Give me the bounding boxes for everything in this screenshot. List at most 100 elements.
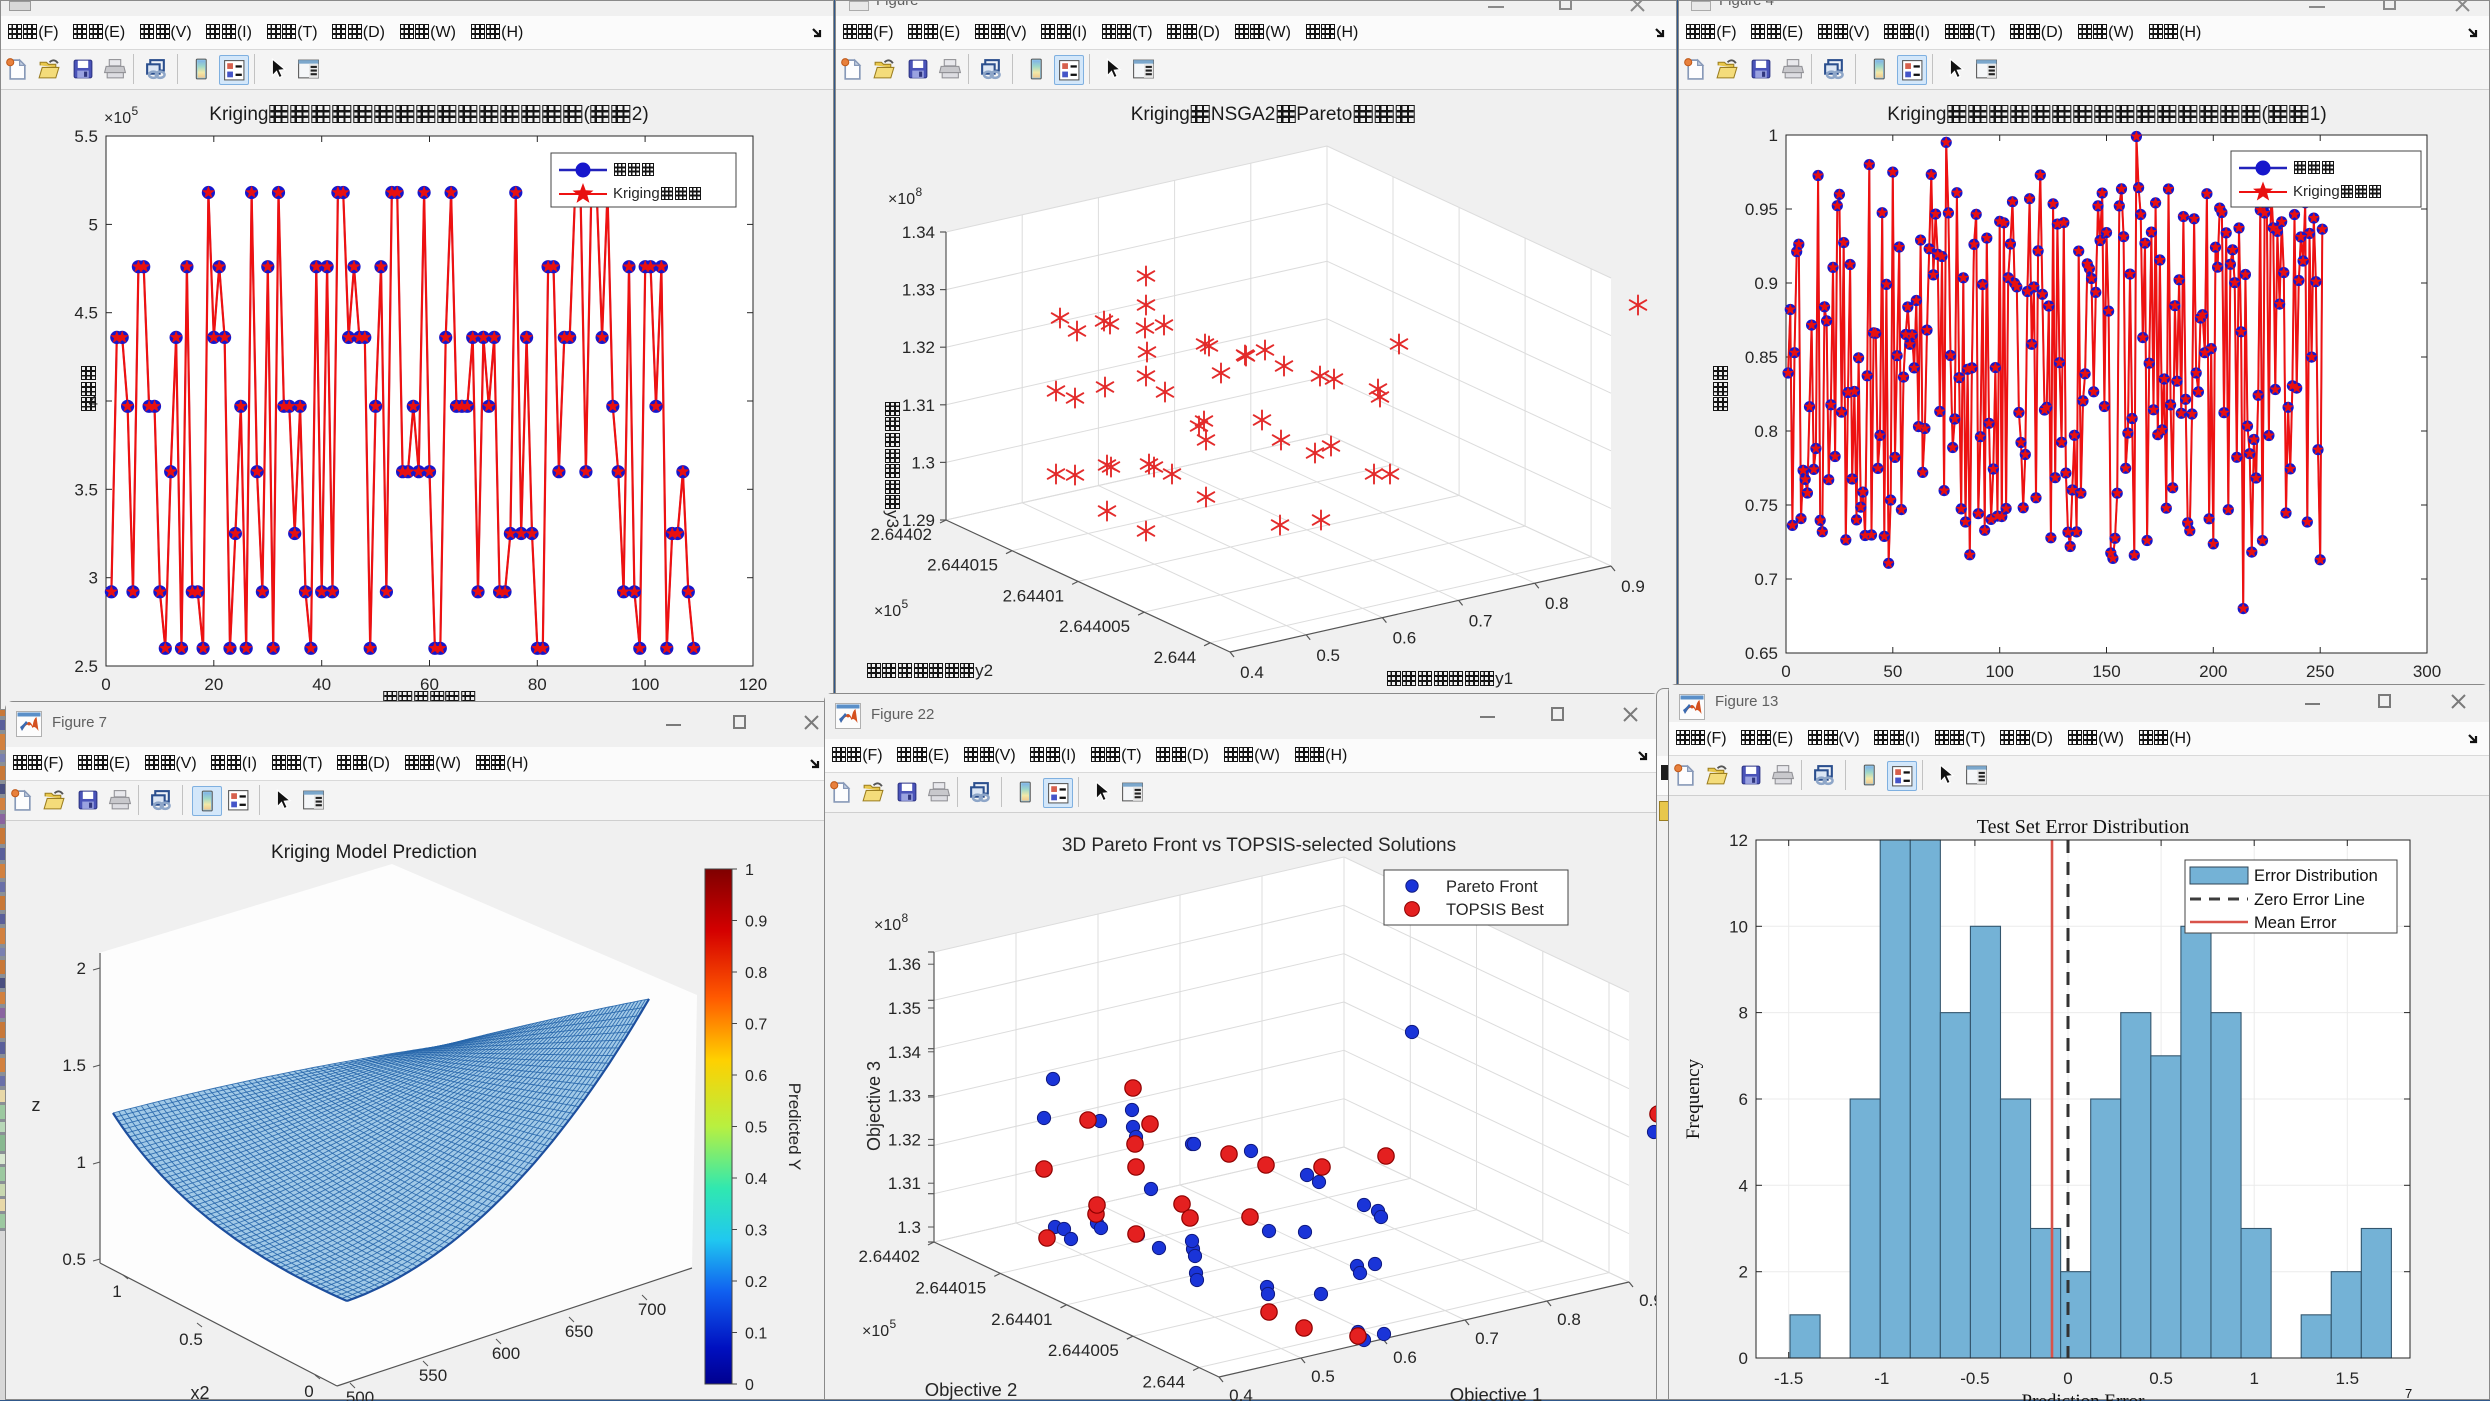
svg-text:Mean Error: Mean Error	[2254, 914, 2337, 932]
svg-text:0.7: 0.7	[1754, 570, 1778, 589]
svg-text:×10: ×10	[874, 917, 901, 934]
svg-text:×10: ×10	[888, 191, 915, 208]
svg-text:1.33: 1.33	[902, 281, 935, 300]
svg-text:2.5: 2.5	[74, 657, 98, 676]
svg-text:2.64402: 2.64402	[859, 1247, 920, 1266]
svg-text:6: 6	[1739, 1090, 1748, 1109]
svg-text:550: 550	[419, 1366, 447, 1385]
svg-text:0.9: 0.9	[1639, 1291, 1659, 1310]
svg-text:1.36: 1.36	[888, 955, 921, 974]
svg-text:1.5: 1.5	[2335, 1369, 2359, 1388]
svg-text:0: 0	[745, 1377, 754, 1394]
svg-text:x2: x2	[190, 1383, 209, 1401]
svg-text:z: z	[32, 1095, 41, 1115]
svg-text:0.9: 0.9	[745, 914, 767, 931]
svg-text:Objective 1: Objective 1	[1450, 1384, 1543, 1401]
svg-text:0.5: 0.5	[745, 1120, 767, 1137]
svg-text:0.6: 0.6	[745, 1068, 767, 1085]
svg-text:1: 1	[1769, 126, 1778, 145]
svg-text:1: 1	[745, 862, 754, 879]
svg-text:2: 2	[77, 959, 86, 978]
svg-text:5: 5	[89, 215, 98, 234]
svg-text:0: 0	[1781, 662, 1790, 681]
svg-text:8: 8	[916, 185, 923, 199]
svg-text:1.32: 1.32	[888, 1130, 921, 1149]
svg-text:2.64401: 2.64401	[1003, 586, 1064, 605]
svg-text:0.2: 0.2	[745, 1274, 767, 1291]
svg-text:0.9: 0.9	[1621, 577, 1645, 596]
svg-text:60: 60	[420, 675, 439, 694]
svg-text:0.5: 0.5	[1316, 646, 1340, 665]
svg-text:0.5: 0.5	[2149, 1369, 2173, 1388]
svg-text:150: 150	[2092, 662, 2120, 681]
svg-text:80: 80	[528, 675, 547, 694]
svg-text:10: 10	[1729, 917, 1748, 936]
svg-text:1.34: 1.34	[902, 223, 935, 242]
svg-text:0.1: 0.1	[745, 1326, 767, 1343]
svg-text:40: 40	[312, 675, 331, 694]
svg-text:2: 2	[1739, 1263, 1748, 1282]
svg-text:0.6: 0.6	[1393, 629, 1417, 648]
svg-text:20: 20	[204, 675, 223, 694]
svg-text:1.34: 1.34	[888, 1043, 921, 1062]
svg-text:0.5: 0.5	[62, 1250, 86, 1269]
svg-text:300: 300	[2413, 662, 2441, 681]
svg-text:12: 12	[1729, 831, 1748, 850]
svg-text:100: 100	[1985, 662, 2013, 681]
svg-text:0.4: 0.4	[1229, 1386, 1253, 1401]
svg-text:2.64402: 2.64402	[871, 525, 932, 544]
svg-text:2.64401: 2.64401	[991, 1310, 1052, 1329]
svg-text:2.644005: 2.644005	[1059, 617, 1130, 636]
svg-text:0.8: 0.8	[1557, 1310, 1581, 1329]
svg-text:5: 5	[902, 597, 909, 611]
svg-text:-1: -1	[1874, 1369, 1889, 1388]
svg-text:8: 8	[1739, 1004, 1748, 1023]
svg-text:500: 500	[346, 1388, 374, 1401]
svg-text:0.75: 0.75	[1745, 496, 1778, 515]
svg-text:5: 5	[132, 104, 139, 118]
svg-text:0.65: 0.65	[1745, 644, 1778, 663]
svg-text:Test Set Error Distribution: Test Set Error Distribution	[1977, 816, 2189, 838]
svg-text:Objective 2: Objective 2	[925, 1379, 1018, 1400]
svg-text:0.6: 0.6	[1393, 1348, 1417, 1367]
svg-text:0.8: 0.8	[1545, 594, 1569, 613]
svg-text:2.644015: 2.644015	[927, 556, 998, 575]
svg-text:×10: ×10	[104, 110, 131, 127]
svg-text:1: 1	[77, 1153, 86, 1172]
svg-text:600: 600	[492, 1344, 520, 1363]
svg-text:0.95: 0.95	[1745, 200, 1778, 219]
svg-text:0.8: 0.8	[1754, 422, 1778, 441]
svg-text:Zero Error Line: Zero Error Line	[2254, 891, 2365, 909]
svg-text:4: 4	[1739, 1176, 1748, 1195]
svg-text:Objective 3: Objective 3	[864, 1061, 884, 1151]
svg-text:Pareto Front: Pareto Front	[1446, 878, 1538, 896]
svg-text:2.644005: 2.644005	[1048, 1341, 1119, 1360]
svg-text:5: 5	[890, 1317, 897, 1331]
svg-text:TOPSIS Best: TOPSIS Best	[1446, 901, 1544, 919]
svg-text:4.5: 4.5	[74, 304, 98, 323]
svg-text:2.644: 2.644	[1143, 1373, 1186, 1392]
svg-text:0.85: 0.85	[1745, 348, 1778, 367]
svg-text:1.5: 1.5	[62, 1056, 86, 1075]
svg-text:3.5: 3.5	[74, 480, 98, 499]
svg-text:0.7: 0.7	[1475, 1329, 1499, 1348]
svg-text:1.3: 1.3	[897, 1218, 921, 1237]
svg-text:0.4: 0.4	[745, 1171, 767, 1188]
svg-text:Frequency: Frequency	[1683, 1058, 1704, 1139]
svg-text:7: 7	[2405, 1386, 2412, 1401]
svg-text:1.31: 1.31	[888, 1174, 921, 1193]
svg-text:3: 3	[89, 569, 98, 588]
svg-text:8: 8	[902, 911, 909, 925]
svg-text:0: 0	[1739, 1349, 1748, 1368]
svg-text:0.7: 0.7	[1469, 611, 1493, 630]
svg-text:1.31: 1.31	[902, 396, 935, 415]
svg-text:1.33: 1.33	[888, 1087, 921, 1106]
svg-text:1.3: 1.3	[911, 453, 935, 472]
svg-text:700: 700	[638, 1300, 666, 1319]
svg-text:650: 650	[565, 1322, 593, 1341]
svg-text:0.4: 0.4	[1240, 663, 1264, 682]
svg-text:Prediction Error: Prediction Error	[2022, 1391, 2146, 1401]
svg-text:Predicted Y: Predicted Y	[785, 1083, 804, 1171]
svg-text:0.8: 0.8	[745, 965, 767, 982]
svg-text:2.644015: 2.644015	[915, 1278, 986, 1297]
